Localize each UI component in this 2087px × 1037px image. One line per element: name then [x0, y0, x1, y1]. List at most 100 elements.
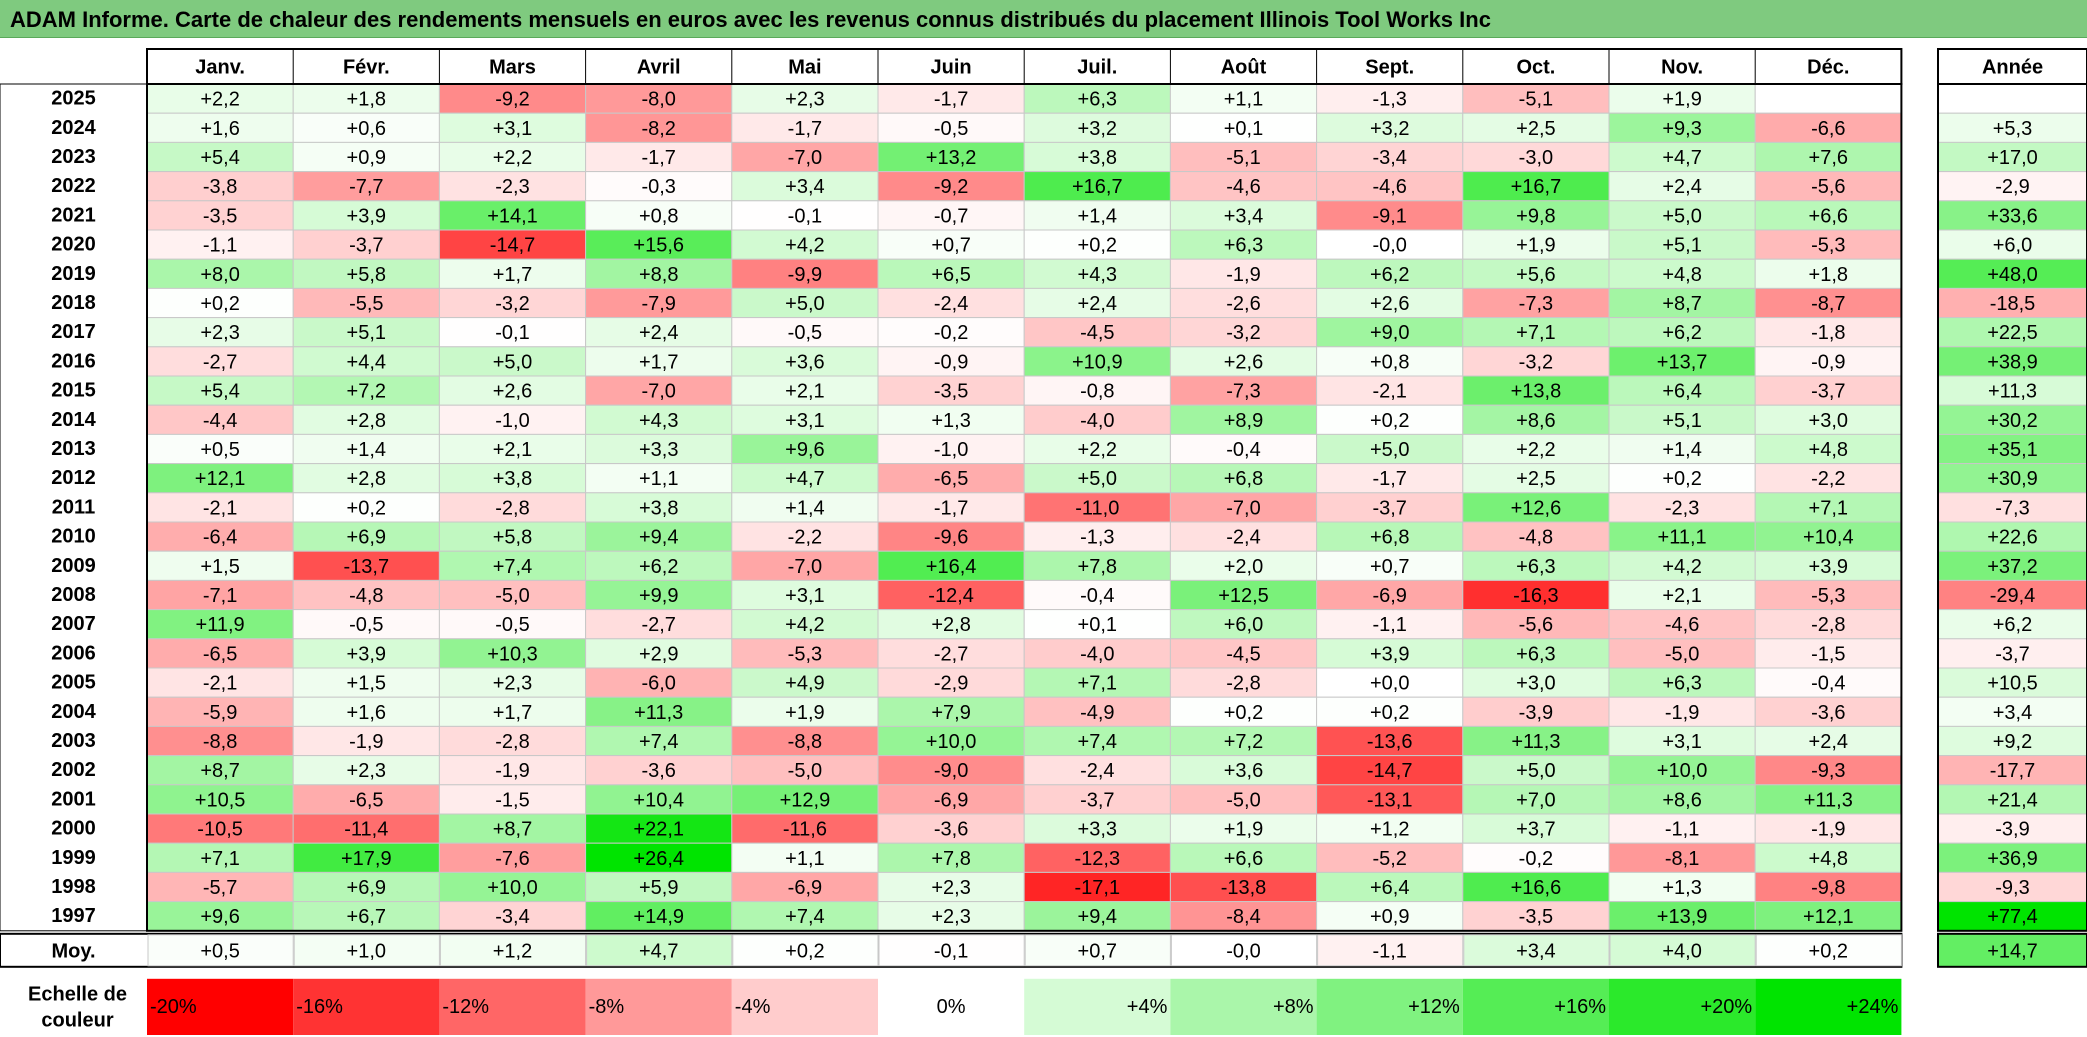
cell-value: +6,4: [1370, 877, 1409, 899]
cell-value: +1,9: [1224, 819, 1263, 841]
cell-value: +0,8: [639, 205, 678, 227]
heatmap-cell: [585, 229, 733, 260]
heatmap-cell: [146, 287, 294, 319]
cell-value: +5,8: [347, 264, 386, 286]
cell-value: +0,1: [1224, 118, 1263, 140]
heatmap-cell: [146, 317, 294, 348]
heatmap-cell: [438, 492, 587, 523]
month-header-9: Sept.: [1365, 57, 1414, 79]
heatmap-cell: [292, 433, 440, 465]
cell-value: -1,7: [641, 147, 675, 169]
row-year-2007: 2007: [51, 613, 96, 635]
average-value: +3,4: [1516, 940, 1555, 962]
heatmap-cell: [1608, 112, 1756, 143]
heatmap-cell: [438, 229, 587, 260]
heatmap-cell: [1169, 433, 1318, 465]
heatmap-cell: [1023, 901, 1171, 932]
heatmap-cell: [292, 375, 440, 406]
cell-value: +5,0: [1078, 468, 1117, 490]
cell-value: +1,6: [347, 702, 386, 724]
heatmap-cell: [585, 638, 733, 669]
cell-value: +1,1: [1224, 89, 1263, 111]
cell-value: +2,2: [200, 89, 239, 111]
cell-value: -2,4: [1226, 527, 1260, 549]
cell-value: -14,7: [490, 235, 536, 257]
cell-value: -5,1: [1519, 89, 1553, 111]
cell-value: +2,4: [639, 322, 678, 344]
heatmap-cell: [438, 112, 587, 143]
cell-value: +2,2: [493, 147, 532, 169]
cell-value: -3,7: [1811, 381, 1845, 403]
average-value: -1,1: [1372, 940, 1406, 962]
cell-value: +2,1: [493, 439, 532, 461]
cell-value: +0,7: [1370, 556, 1409, 578]
heatmap-cell: [146, 200, 294, 231]
heatmap-cell: [1462, 112, 1610, 143]
cell-value: -2,9: [934, 673, 968, 695]
cell-value: +5,0: [1516, 760, 1555, 782]
cell-value: +2,3: [200, 322, 239, 344]
heatmap-cell: [1462, 141, 1610, 173]
cell-value: -13,8: [1221, 877, 1267, 899]
heatmap-cell: [1169, 579, 1318, 611]
cell-value: +9,3: [1662, 118, 1701, 140]
heatmap-cell: [292, 609, 440, 640]
heatmap-cell: [1169, 258, 1318, 289]
annual-value: +22,5: [1987, 322, 2038, 344]
row-year-2023: 2023: [51, 146, 96, 168]
cell-value: +7,6: [1809, 147, 1848, 169]
row-year-2019: 2019: [51, 263, 96, 285]
cell-value: -11,6: [783, 819, 827, 841]
cell-value: -9,9: [788, 264, 822, 286]
cell-value: +2,3: [931, 877, 970, 899]
cell-value: +26,4: [633, 848, 684, 870]
heatmap-cell: [1169, 171, 1318, 202]
cell-value: -13,7: [344, 556, 390, 578]
heatmap-cell: [731, 725, 879, 757]
cell-value: +2,1: [1662, 585, 1701, 607]
heatmap-cell: [1316, 638, 1464, 669]
heatmap-cell: [877, 171, 1025, 202]
annual-frame: [1937, 83, 2087, 932]
heatmap-cell: [1023, 842, 1171, 873]
heatmap-cell: [877, 609, 1025, 640]
cell-value: +0,2: [1662, 468, 1701, 490]
average-value: +4,7: [639, 940, 678, 962]
cell-value: +8,8: [639, 264, 678, 286]
cell-value: -2,8: [495, 731, 529, 753]
heatmap-cell: [731, 141, 879, 173]
heatmap-cell: [585, 346, 733, 377]
average-value: +4,0: [1662, 940, 1701, 962]
cell-value: +4,4: [347, 351, 386, 373]
cell-value: +2,3: [493, 673, 532, 695]
cell-value: -2,8: [1811, 614, 1845, 636]
heatmap-cell: [1754, 404, 1902, 435]
annual-value: +11,3: [1988, 381, 2037, 403]
heatmap-cell: [438, 901, 587, 932]
cell-value: +12,9: [780, 789, 831, 811]
row-year-2025: 2025: [51, 88, 96, 110]
scale-label: +24%: [1847, 996, 1899, 1018]
cell-value: +0,2: [1370, 410, 1409, 432]
cell-value: -2,3: [1665, 497, 1699, 519]
cell-value: +2,1: [785, 381, 824, 403]
cell-value: +14,9: [633, 906, 684, 928]
cell-value: -1,1: [1372, 614, 1406, 636]
average-value: +0,7: [1078, 940, 1117, 962]
heatmap-cell: [1316, 317, 1464, 348]
scale-swatch: [147, 978, 294, 1035]
heatmap-cell: [1169, 492, 1318, 523]
average-value: +1,0: [347, 940, 386, 962]
cell-value: -1,3: [1372, 89, 1406, 111]
cell-value: -6,9: [934, 789, 968, 811]
annual-cell: [1937, 550, 2087, 581]
month-header-3: Mars: [489, 57, 536, 79]
cell-value: -11,4: [344, 819, 388, 841]
cell-value: +4,2: [1662, 556, 1701, 578]
cell-value: -3,6: [934, 819, 968, 841]
cell-value: +0,2: [347, 497, 386, 519]
cell-value: +9,6: [200, 906, 239, 928]
cell-value: +8,7: [1662, 293, 1701, 315]
heatmap-cell: [292, 667, 440, 698]
cell-value: +1,9: [785, 702, 824, 724]
